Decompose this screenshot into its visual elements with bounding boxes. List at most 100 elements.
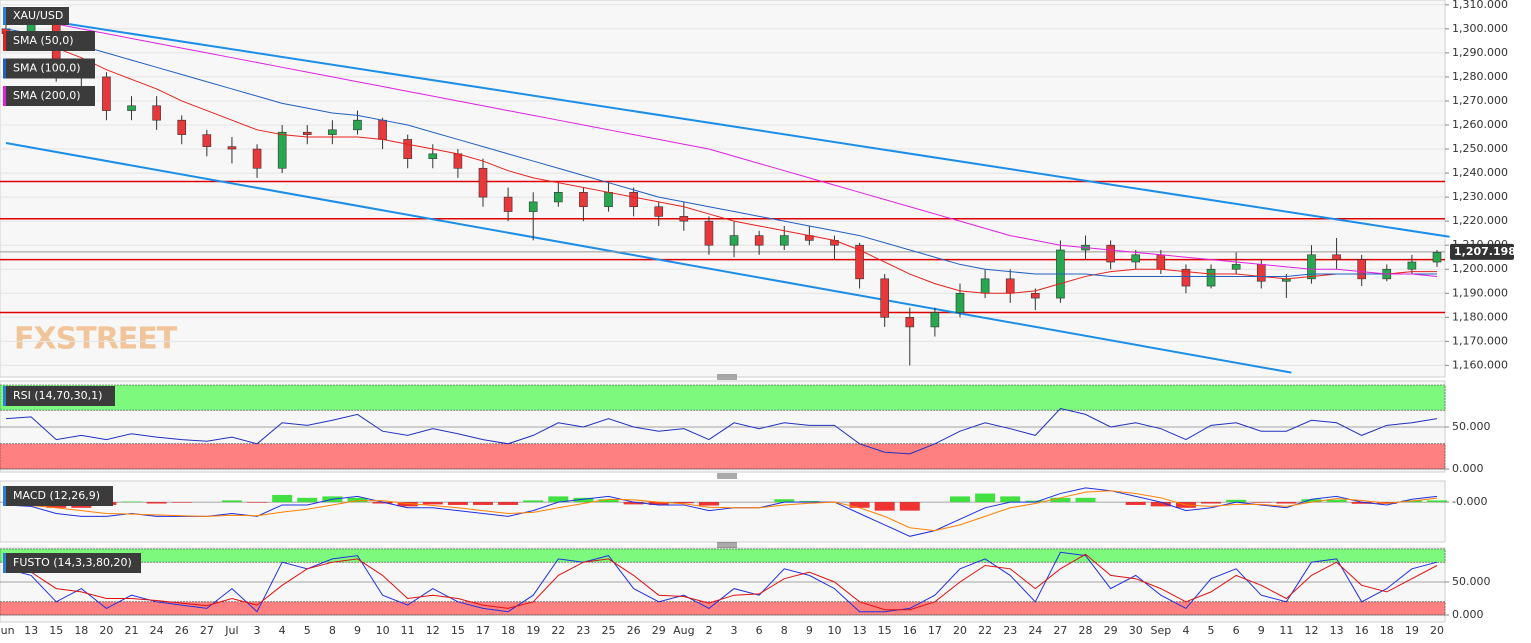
candle-body (654, 206, 664, 217)
histogram-bar (573, 497, 594, 503)
candle-body (754, 235, 764, 246)
x-tick-label: 17 (928, 624, 942, 637)
trend-line (5, 13, 1450, 238)
histogram-bar (221, 500, 242, 503)
candle-body (980, 278, 990, 294)
histogram-bar (598, 499, 619, 503)
legend-stripe (3, 386, 6, 406)
x-tick-label: 20 (953, 624, 967, 637)
candle-body (202, 134, 212, 147)
x-tick-label: 21 (125, 624, 139, 637)
x-tick-label: 29 (1104, 624, 1118, 637)
candle-body (629, 192, 638, 208)
band (0, 443, 1446, 470)
histogram-bar (1301, 499, 1322, 503)
legend-box (3, 386, 115, 406)
x-tick-label: 15 (451, 624, 465, 637)
x-tick-label: 13 (853, 624, 867, 637)
histogram-bar (1125, 502, 1146, 505)
x-tick-label: 16 (1355, 624, 1369, 637)
candle-body (1407, 261, 1417, 270)
legend-entry: SMA (100,0) (13, 62, 81, 75)
y-tick-label: 1,290.000 (1452, 46, 1508, 59)
x-tick-label: 11 (401, 624, 415, 637)
histogram-bar (1075, 497, 1096, 503)
x-tick-label: 3 (731, 624, 738, 637)
legend-stripe (3, 58, 6, 79)
x-tick-label: 20 (99, 624, 113, 637)
x-tick-label: 23 (576, 624, 590, 637)
legend-stripe (3, 86, 6, 106)
x-tick-label: 30 (1129, 624, 1143, 637)
y-tick-label: 1,300.000 (1452, 22, 1508, 35)
x-tick-label: 18 (501, 624, 515, 637)
candle-body (302, 131, 312, 135)
histogram-bar (1050, 497, 1071, 503)
y-tick-label: 1,240.000 (1452, 166, 1508, 179)
x-tick-label: 4 (279, 624, 286, 637)
band (0, 384, 1446, 411)
y-tick-label: 1,160.000 (1452, 358, 1508, 371)
histogram-bar (171, 502, 192, 503)
histogram-bar (1025, 500, 1046, 503)
histogram-bar (1251, 502, 1272, 503)
x-tick-label: 27 (1053, 624, 1067, 637)
x-tick-label: 22 (978, 624, 992, 637)
series-line (5, 487, 1438, 537)
histogram-bar (1150, 502, 1171, 507)
candle-body (503, 196, 513, 212)
x-tick-label: 18 (74, 624, 88, 637)
legend-box (3, 86, 95, 106)
candle-body (955, 292, 965, 313)
candle-body (1106, 244, 1115, 263)
x-tick-label: 24 (150, 624, 164, 637)
legend-stripe (3, 486, 6, 506)
x-tick-label: 6 (1233, 624, 1240, 637)
candle-body (679, 216, 689, 222)
y-tick-label: -0.000 (1452, 495, 1487, 508)
candle-body (277, 131, 287, 169)
x-tick-label: 10 (376, 624, 390, 637)
series-line (5, 35, 1437, 294)
candle-body (704, 220, 714, 246)
x-tick-label: 18 (1380, 624, 1394, 637)
y-tick-label: 1,220.000 (1452, 214, 1508, 227)
candle-body (1131, 254, 1141, 263)
y-tick-label: 50.000 (1452, 575, 1491, 588)
x-tick-label: 23 (1003, 624, 1017, 637)
candle-body (528, 201, 538, 212)
candle-body (1231, 264, 1241, 270)
legend-entry: SMA (50,0) (13, 34, 74, 47)
candle-body (1005, 278, 1015, 294)
x-tick-label: 25 (602, 624, 616, 637)
legend-stripe (3, 553, 6, 573)
candle-body (252, 148, 262, 169)
x-tick-label: 24 (1028, 624, 1042, 637)
x-tick-label: 9 (806, 624, 813, 637)
x-tick-label: 3 (254, 624, 261, 637)
legend-title: FUSTO (14,3,3,80,20) (13, 556, 132, 569)
y-tick-label: 1,200.000 (1452, 262, 1508, 275)
histogram-bar (498, 502, 519, 505)
candle-body (353, 119, 362, 131)
candle-body (1332, 254, 1341, 260)
histogram-bar (1226, 499, 1247, 503)
legend-box (3, 58, 95, 79)
legend-box (3, 486, 113, 506)
panel-handle[interactable] (717, 374, 737, 548)
histogram-bar (673, 502, 694, 504)
candle-body (880, 278, 889, 318)
histogram-bar (623, 502, 644, 505)
histogram-bar (372, 502, 393, 504)
x-tick-label: 6 (756, 624, 763, 637)
series-line (5, 28, 1437, 277)
main-panel (0, 0, 1446, 378)
x-tick-label: Jul (224, 624, 238, 637)
x-tick-label: 28 (1079, 624, 1093, 637)
series-line (5, 407, 1438, 455)
candle-body (1256, 264, 1266, 282)
y-tick-label: 1,270.000 (1452, 94, 1508, 107)
y-tick-label: 1,170.000 (1452, 334, 1508, 347)
last-price-box (1450, 243, 1514, 260)
x-tick-label: 5 (1208, 624, 1215, 637)
